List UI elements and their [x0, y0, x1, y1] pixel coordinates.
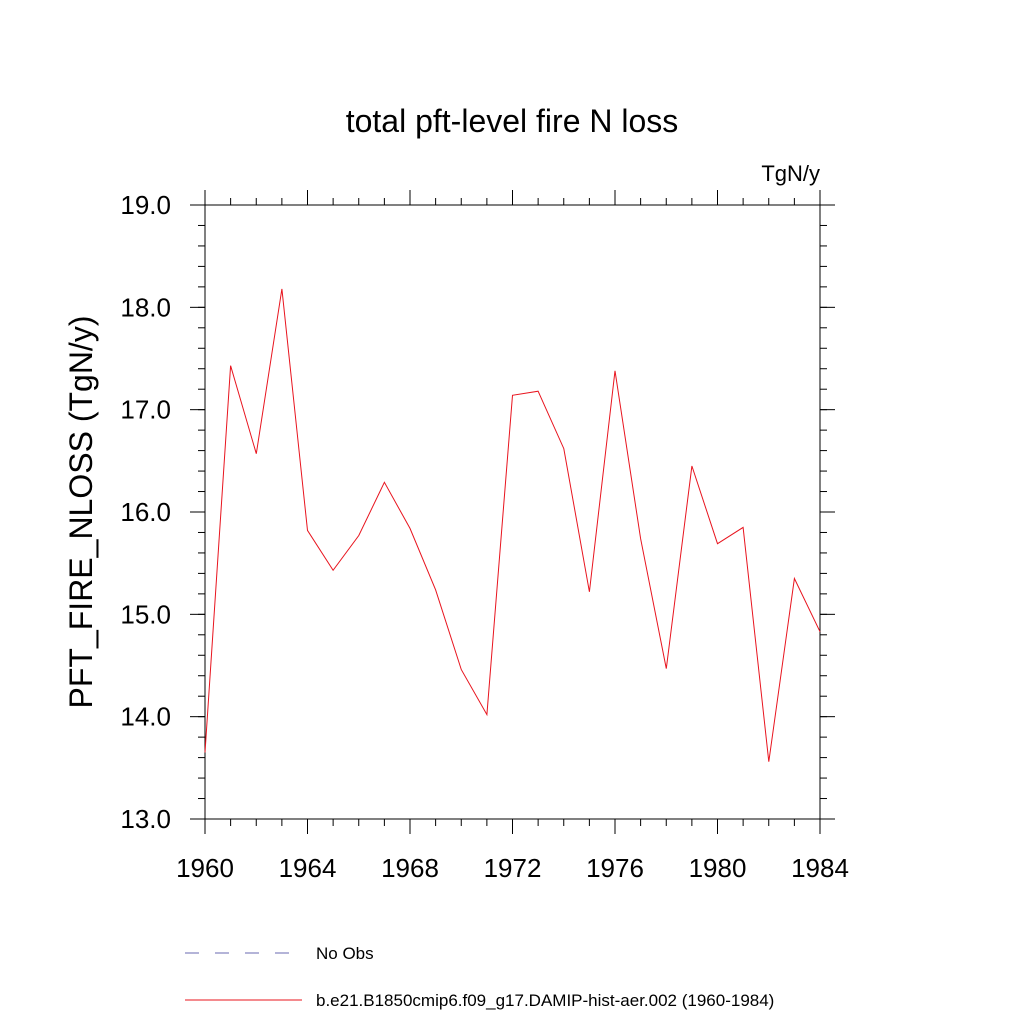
x-tick-label: 1980	[689, 853, 747, 883]
x-tick-label: 1976	[586, 853, 644, 883]
major-ticks	[190, 190, 835, 834]
x-tick-label: 1960	[176, 853, 234, 883]
x-tick-label: 1968	[381, 853, 439, 883]
y-tick-labels: 13.0 14.0 15.0 16.0 17.0 18.0 19.0	[120, 190, 171, 834]
legend: No Obs b.e21.B1850cmip6.f09_g17.DAMIP-hi…	[185, 944, 774, 1010]
y-tick-label: 14.0	[120, 702, 171, 732]
units-label: TgN/y	[761, 161, 820, 186]
legend-model-label: b.e21.B1850cmip6.f09_g17.DAMIP-hist-aer.…	[316, 991, 774, 1010]
y-tick-label: 18.0	[120, 292, 171, 322]
plot-frame	[204, 204, 821, 820]
chart-title: total pft-level fire N loss	[346, 103, 679, 139]
y-tick-label: 15.0	[120, 599, 171, 629]
y-tick-label: 16.0	[120, 497, 171, 527]
series-line	[204, 288, 821, 762]
x-tick-labels: 1960 1964 1968 1972 1976 1980 1984	[176, 853, 849, 883]
x-tick-label: 1972	[484, 853, 542, 883]
y-tick-label: 13.0	[120, 804, 171, 834]
x-tick-label: 1984	[791, 853, 849, 883]
y-tick-label: 17.0	[120, 395, 171, 425]
y-tick-label: 19.0	[120, 190, 171, 220]
legend-no-obs-label: No Obs	[316, 944, 374, 963]
x-tick-label: 1964	[279, 853, 337, 883]
minor-ticks	[198, 198, 827, 826]
y-axis-label: PFT_FIRE_NLOSS (TgN/y)	[63, 316, 99, 709]
